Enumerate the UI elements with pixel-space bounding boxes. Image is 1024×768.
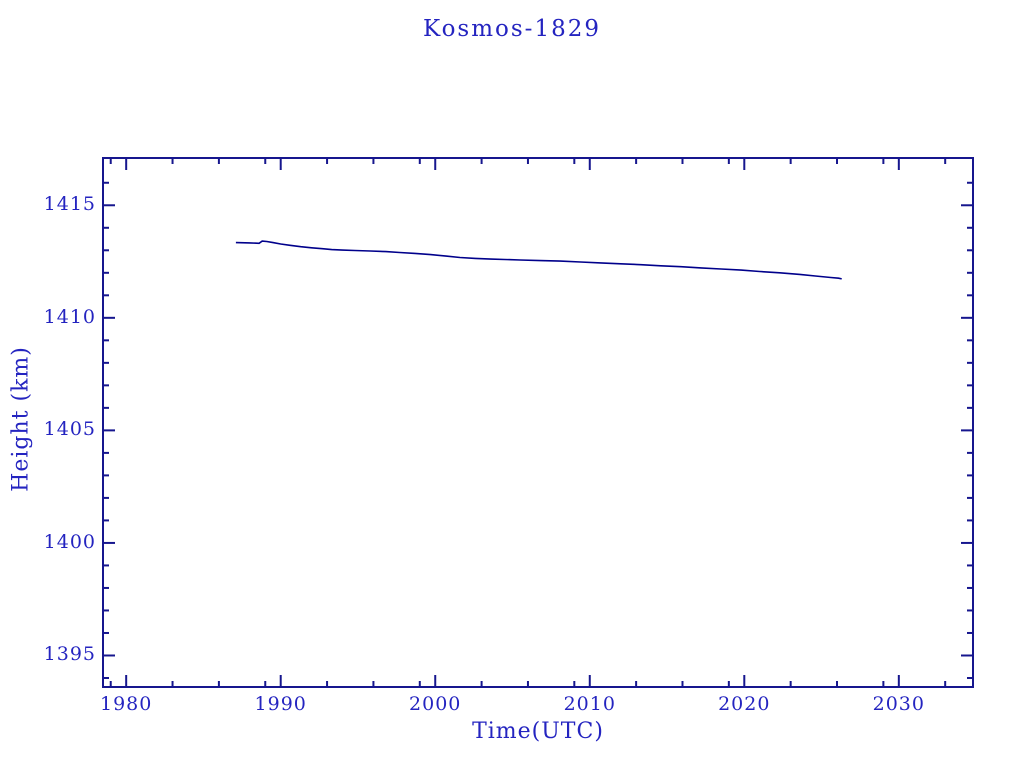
x-tick-label: 1990: [254, 693, 307, 715]
x-tick-label: 2010: [563, 693, 616, 715]
x-tick-label: 2000: [409, 693, 462, 715]
x-axis-label: Time(UTC): [472, 719, 604, 744]
y-tick-label: 1405: [43, 418, 96, 441]
y-tick-label: 1410: [43, 305, 96, 328]
y-tick-label: 1415: [43, 193, 96, 216]
x-tick-label: 2020: [718, 693, 771, 715]
y-tick-label: 1400: [43, 530, 96, 553]
data-line: [235, 240, 842, 280]
y-tick-label: 1395: [43, 643, 96, 666]
x-tick-label: 1980: [99, 693, 153, 715]
x-tick-label: 2030: [872, 693, 925, 715]
chart-title: Kosmos-1829: [423, 16, 601, 42]
plot-box: [102, 157, 974, 688]
